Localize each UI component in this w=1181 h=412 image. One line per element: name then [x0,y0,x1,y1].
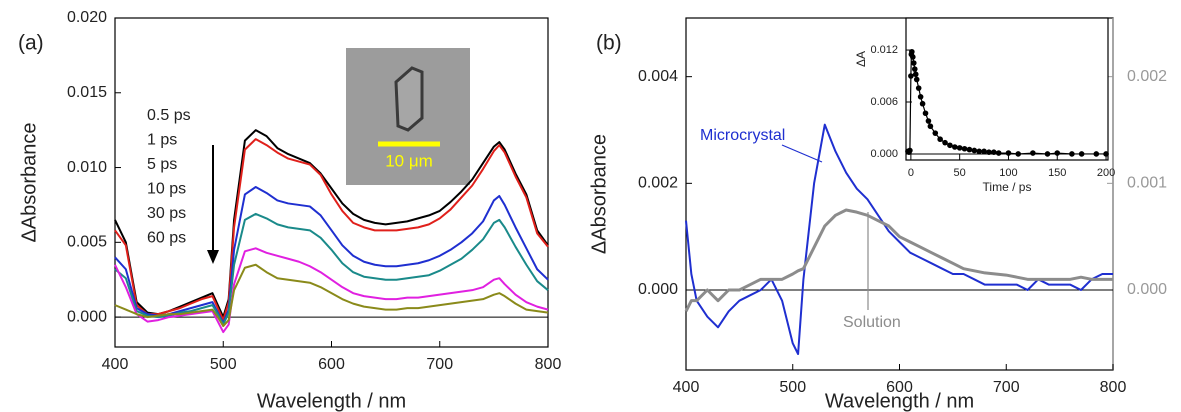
data-point [937,136,943,143]
y-tick-label: 0.012 [870,44,898,56]
inset-background [906,18,1108,160]
y2-tick-label: 0.001 [1127,175,1167,192]
data-point [942,139,948,146]
data-point [971,147,978,154]
data-point [927,123,934,130]
x-tick-label: 700 [993,379,1020,396]
data-point [1005,150,1012,156]
x-axis-label: Wavelength / nm [257,390,406,412]
y-tick-label: 0.005 [67,234,107,251]
data-point [912,71,919,78]
y-tick-label: 0.015 [67,84,107,101]
x-axis-label: Time / ps [983,180,1032,194]
series-label: Solution [843,314,901,331]
y-tick-label: 0.020 [67,9,107,26]
data-point [910,54,916,60]
x-tick-label: 800 [535,356,562,373]
data-point [951,144,958,150]
delay-label: 60 ps [147,230,186,247]
y-tick-label: 0.004 [638,68,678,85]
data-point [911,60,917,66]
y-tick-label: 0.006 [870,96,898,108]
crystal-outline [394,66,424,132]
x-tick-label: 800 [1100,379,1127,396]
x-tick-label: 600 [886,379,913,396]
data-point [1054,150,1061,156]
x-tick-label: 400 [102,356,129,373]
x-tick-label: 100 [999,167,1017,179]
delay-label: 0.5 ps [147,107,191,124]
data-point [919,100,926,107]
y-tick-label: 0.000 [67,308,107,325]
series-label: Microcrystal [700,127,785,144]
data-point [911,66,918,72]
data-point [976,148,982,155]
panel-label: (a) [18,32,44,55]
x-tick-label: 500 [210,356,237,373]
series-line [114,247,549,334]
data-point [947,142,953,149]
y-axis-label: ΔAbsorbance [18,122,40,242]
scale-label: 10 μm [385,151,433,170]
data-point [961,145,968,152]
data-point [922,110,929,117]
data-point [1030,150,1036,156]
series-line [684,208,1113,313]
series-line [114,263,549,328]
data-point [1069,151,1075,157]
y-tick-label: 0.000 [870,148,898,160]
y-axis-label: ΔAbsorbance [588,134,610,254]
data-point [1103,151,1109,157]
x-tick-label: 200 [1097,167,1115,179]
series-line [114,212,549,326]
x-tick-label: 400 [673,379,700,396]
data-point [966,146,973,153]
y-tick-label: 0.002 [638,175,678,192]
data-point [915,85,922,91]
x-tick-label: 0 [908,167,914,179]
plot-frame [905,17,1109,161]
data-point [981,148,987,155]
x-tick-label: 600 [318,356,345,373]
x-tick-label: 50 [954,167,966,179]
series-line [114,185,549,325]
data-point [995,150,1002,156]
series-line [114,138,549,322]
y2-tick-label: 0.000 [1127,281,1167,298]
data-point [917,93,924,100]
data-point [956,145,963,151]
y-axis-label: ΔA [854,51,868,67]
x-tick-label: 700 [426,356,453,373]
delay-label: 5 ps [147,156,177,173]
data-point [1078,151,1085,157]
x-tick-label: 500 [779,379,806,396]
x-tick-label: 150 [1048,167,1066,179]
data-point [909,48,915,55]
data-point [991,149,997,156]
data-point [1044,151,1051,157]
delay-label: 10 ps [147,181,186,198]
data-point [1093,151,1100,157]
delay-label: 1 ps [147,132,177,149]
delay-label: 30 ps [147,205,186,222]
y2-tick-label: 0.002 [1127,68,1167,85]
data-point [908,73,914,79]
panel-label: (b) [596,32,622,55]
data-point [932,130,939,136]
y-tick-label: 0.000 [638,281,678,298]
series-line [114,129,549,319]
data-point [913,76,920,83]
micrograph: 10 μm [346,48,470,185]
data-point [907,147,913,154]
data-point [925,118,932,124]
x-axis-label: Wavelength / nm [825,390,974,412]
data-point [1015,151,1022,157]
arrow-head [207,250,219,264]
label-pointer [781,144,823,163]
y-tick-label: 0.010 [67,159,107,176]
data-point [986,149,992,156]
